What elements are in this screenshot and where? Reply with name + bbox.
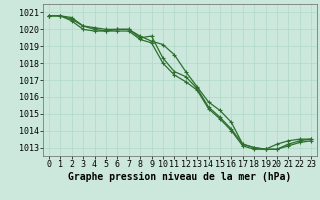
X-axis label: Graphe pression niveau de la mer (hPa): Graphe pression niveau de la mer (hPa) (68, 172, 292, 182)
